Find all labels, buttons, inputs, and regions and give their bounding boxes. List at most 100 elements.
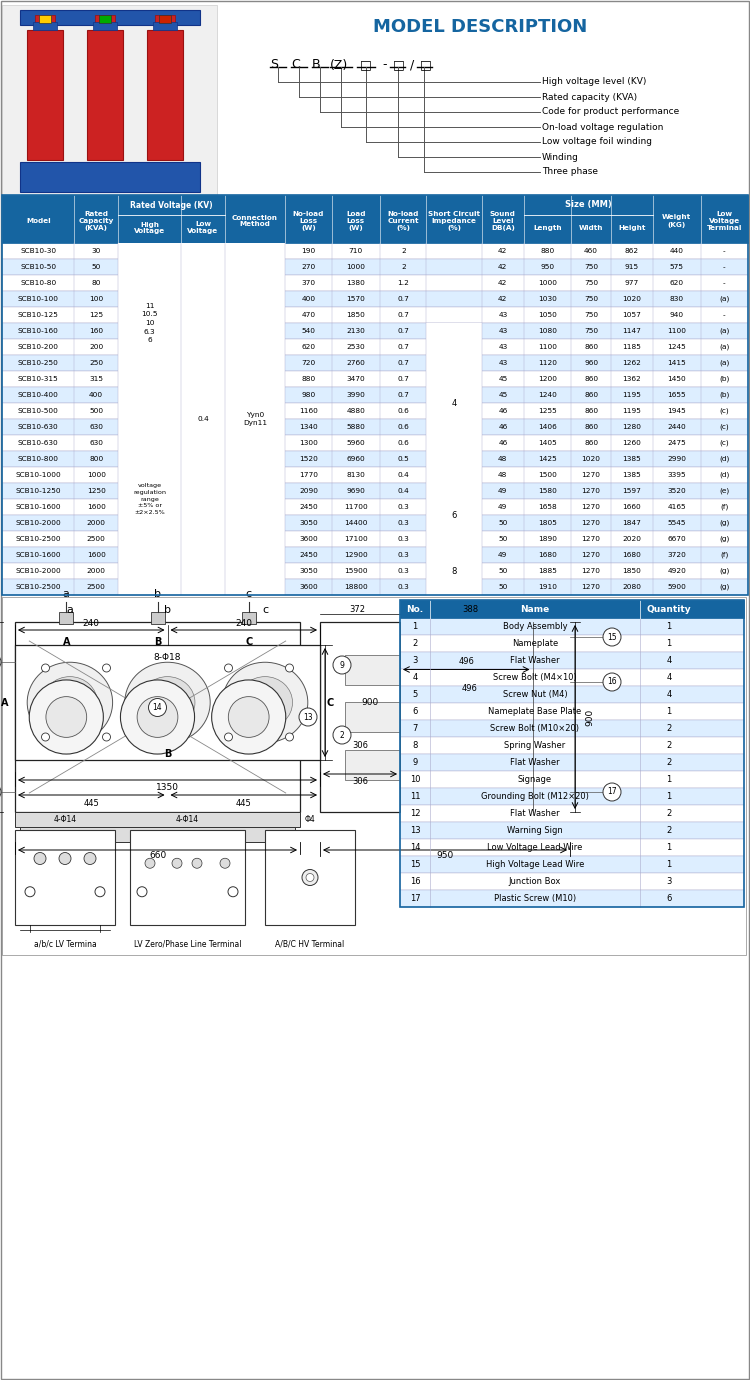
Text: 17: 17 xyxy=(410,894,420,903)
Text: 500: 500 xyxy=(89,408,104,414)
Text: 1: 1 xyxy=(666,776,672,784)
Text: High voltage level (KV): High voltage level (KV) xyxy=(542,77,646,87)
Bar xyxy=(147,30,183,160)
Text: Short Circuit
Impedance
(%): Short Circuit Impedance (%) xyxy=(428,211,480,230)
Ellipse shape xyxy=(27,662,112,742)
Text: 980: 980 xyxy=(302,392,316,397)
Text: SCB10-250: SCB10-250 xyxy=(18,360,58,366)
Text: 14: 14 xyxy=(410,843,420,851)
Text: SCB10-2000: SCB10-2000 xyxy=(15,520,61,526)
Text: Screw Bolt (M4×10): Screw Bolt (M4×10) xyxy=(494,673,577,682)
Text: 0.7: 0.7 xyxy=(398,328,410,334)
Text: 1255: 1255 xyxy=(538,408,557,414)
Text: 3470: 3470 xyxy=(346,375,365,382)
Text: 1415: 1415 xyxy=(668,360,686,366)
Text: 3600: 3600 xyxy=(299,584,318,591)
Circle shape xyxy=(46,697,87,737)
Ellipse shape xyxy=(43,676,98,729)
Bar xyxy=(155,15,175,30)
Text: 0.7: 0.7 xyxy=(398,312,410,317)
Bar xyxy=(2,195,748,595)
Text: 46: 46 xyxy=(498,440,508,446)
Bar xyxy=(475,625,488,638)
Text: 1350: 1350 xyxy=(156,784,179,792)
Circle shape xyxy=(103,733,110,741)
Bar xyxy=(2,195,748,243)
Circle shape xyxy=(137,697,178,737)
Text: 0.4: 0.4 xyxy=(398,489,410,494)
Text: 125: 125 xyxy=(89,312,104,317)
Text: Low Voltage Lead Wire: Low Voltage Lead Wire xyxy=(488,843,583,851)
Text: 14400: 14400 xyxy=(344,520,368,526)
Text: Rated
Capacity
(KVA): Rated Capacity (KVA) xyxy=(79,211,114,230)
Text: SCB10-400: SCB10-400 xyxy=(18,392,58,397)
Bar xyxy=(2,515,748,531)
Text: 2440: 2440 xyxy=(668,424,686,431)
Circle shape xyxy=(224,664,232,672)
Text: 1362: 1362 xyxy=(622,375,641,382)
Text: 750: 750 xyxy=(584,328,598,334)
Text: (b): (b) xyxy=(719,375,730,382)
Bar xyxy=(225,243,285,595)
Text: 4: 4 xyxy=(452,399,457,407)
Text: 2: 2 xyxy=(666,827,672,835)
Text: 3050: 3050 xyxy=(299,520,318,526)
Bar xyxy=(400,890,744,907)
Bar xyxy=(345,749,495,780)
Text: (g): (g) xyxy=(719,520,730,526)
Text: 2990: 2990 xyxy=(668,455,686,462)
Text: High
Voltage: High Voltage xyxy=(134,222,165,235)
Text: 1270: 1270 xyxy=(582,584,601,591)
Text: 18800: 18800 xyxy=(344,584,368,591)
Text: 15: 15 xyxy=(410,860,420,869)
Text: 900: 900 xyxy=(362,698,379,707)
Text: 1680: 1680 xyxy=(538,552,557,558)
Text: 2530: 2530 xyxy=(346,344,365,351)
Text: Yyn0
Dyn11: Yyn0 Dyn11 xyxy=(243,411,267,426)
Text: 50: 50 xyxy=(498,569,508,574)
Circle shape xyxy=(34,853,46,864)
Text: 45: 45 xyxy=(498,392,508,397)
Bar xyxy=(320,622,570,811)
Bar xyxy=(400,686,744,702)
Circle shape xyxy=(306,874,314,882)
Bar xyxy=(99,15,111,23)
Text: 50: 50 xyxy=(92,264,101,270)
Text: C: C xyxy=(291,58,300,72)
Text: 1270: 1270 xyxy=(582,520,601,526)
Text: Low
Voltage: Low Voltage xyxy=(188,222,218,235)
Text: □: □ xyxy=(420,58,432,72)
Text: 0.7: 0.7 xyxy=(398,375,410,382)
Text: voltage
regulation
range
±5% or
±2×2.5%: voltage regulation range ±5% or ±2×2.5% xyxy=(133,483,166,515)
Text: 860: 860 xyxy=(584,440,598,446)
Text: No.: No. xyxy=(406,604,424,614)
Text: 575: 575 xyxy=(670,264,684,270)
Text: Warning Sign: Warning Sign xyxy=(507,827,562,835)
Text: 9: 9 xyxy=(413,758,418,767)
Bar xyxy=(118,403,182,595)
Text: 6960: 6960 xyxy=(346,455,365,462)
Text: 1450: 1450 xyxy=(668,375,686,382)
Text: 830: 830 xyxy=(670,295,684,302)
Text: (e): (e) xyxy=(719,487,730,494)
Text: SCB10-500: SCB10-500 xyxy=(18,408,58,414)
Text: 14: 14 xyxy=(153,702,162,712)
Text: 3395: 3395 xyxy=(668,472,686,477)
Text: 50: 50 xyxy=(498,535,508,542)
Text: (g): (g) xyxy=(719,584,730,591)
Text: 0.3: 0.3 xyxy=(398,552,410,558)
Bar xyxy=(2,531,748,546)
Text: □: □ xyxy=(360,58,372,72)
Text: SCB10-1000: SCB10-1000 xyxy=(15,472,61,477)
Bar xyxy=(400,618,744,635)
Text: 9690: 9690 xyxy=(346,489,365,494)
Text: 860: 860 xyxy=(584,424,598,431)
Text: Grounding Bolt (M12×20): Grounding Bolt (M12×20) xyxy=(481,792,589,800)
Text: 1660: 1660 xyxy=(622,504,641,511)
Text: 1147: 1147 xyxy=(622,328,641,334)
Text: 0.5: 0.5 xyxy=(398,455,410,462)
Text: 4880: 4880 xyxy=(346,408,365,414)
Text: 8: 8 xyxy=(452,567,457,575)
Text: 388: 388 xyxy=(462,606,478,614)
Ellipse shape xyxy=(238,676,292,729)
